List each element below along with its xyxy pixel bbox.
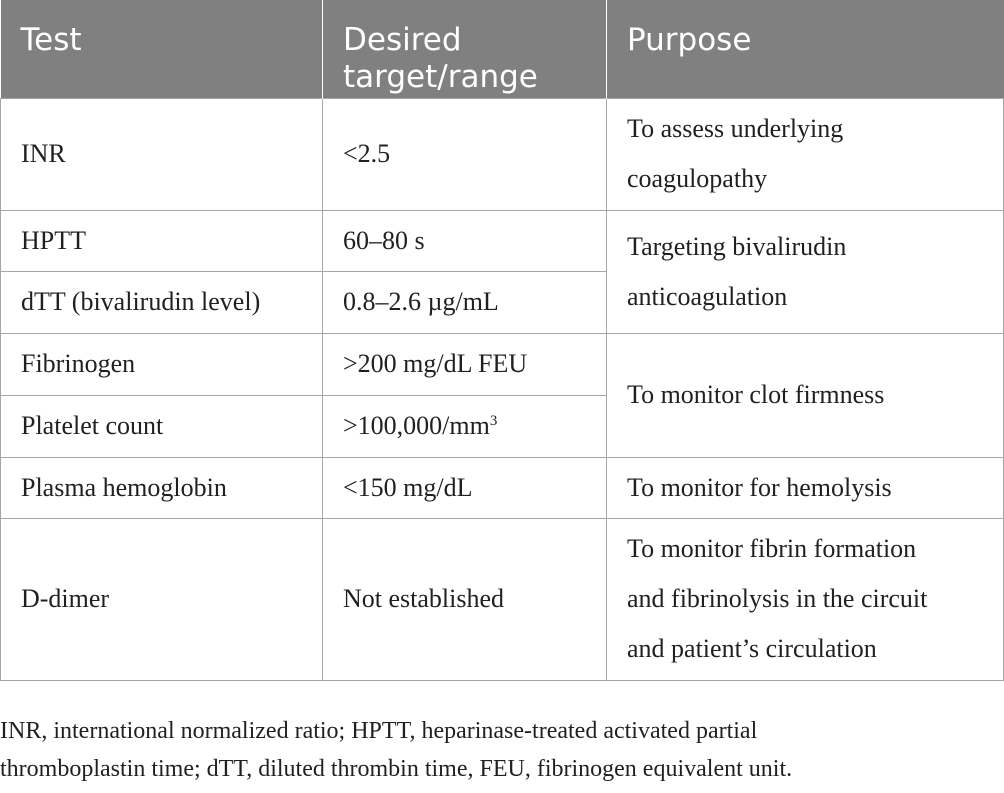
cell-purpose-bivalirudin: Targeting bivalirudin anticoagulation <box>606 209 1004 334</box>
cell-target: <2.5 <box>322 97 607 211</box>
table-row-plasma-hemoglobin: Plasma hemoglobin <150 mg/dL To monitor … <box>0 456 1004 519</box>
platelet-target-exponent: 3 <box>489 413 498 429</box>
footnote-line-2: thromboplastin time; dTT, diluted thromb… <box>0 756 793 782</box>
header-test: Test <box>0 0 323 98</box>
cell-test: dTT (bivalirudin level) <box>0 270 323 334</box>
footnote-line-1: INR, international normalized ratio; HPT… <box>0 718 758 744</box>
cell-purpose: To monitor fibrin formation and fibrinoly… <box>606 517 1004 681</box>
table-row-fibrinogen: Fibrinogen >200 mg/dL FEU To monitor clo… <box>0 332 1004 458</box>
table-row-dtt: dTT (bivalirudin level) 0.8–2.6 µg/mL <box>0 270 1004 334</box>
header-purpose: Purpose <box>606 0 1004 98</box>
table-body: INR <2.5 To assess underlying coagulopath… <box>0 97 1004 681</box>
table-row-d-dimer: D-dimer Not established To monitor fibri… <box>0 517 1004 681</box>
table-row-inr: INR <2.5 To assess underlying coagulopath… <box>0 97 1004 211</box>
cell-target: 60–80 s <box>322 209 607 272</box>
cell-test: Platelet count <box>0 394 323 458</box>
cell-purpose-clot: To monitor clot firmness <box>606 332 1004 458</box>
cell-target: Not established <box>322 517 607 681</box>
header-target-range: Desired target/range <box>322 0 607 98</box>
table-header: Test Desired target/range Purpose <box>0 0 1004 98</box>
cell-target: >200 mg/dL FEU <box>322 332 607 396</box>
table-row-hptt: HPTT 60–80 s Targeting bivalirudin antico… <box>0 209 1004 334</box>
header-row: Test Desired target/range Purpose <box>0 0 1004 98</box>
cell-target: >100,000/mm3 <box>322 394 607 458</box>
platelet-target-base: >100,000/mm <box>343 411 490 440</box>
cell-purpose: To assess underlying coagulopathy <box>606 97 1004 211</box>
table-footnote: INR, international normalized ratio; HPT… <box>0 712 1004 788</box>
cell-target: <150 mg/dL <box>322 456 607 519</box>
cell-test: Fibrinogen <box>0 332 323 396</box>
cell-test: HPTT <box>0 209 323 272</box>
cell-test: Plasma hemoglobin <box>0 456 323 519</box>
cell-test: D-dimer <box>0 517 323 681</box>
cell-purpose: To monitor for hemolysis <box>606 456 1004 519</box>
coagulation-tests-table: Test Desired target/range Purpose INR <2.… <box>0 0 1004 681</box>
cell-test: INR <box>0 97 323 211</box>
cell-target: 0.8–2.6 µg/mL <box>322 270 607 334</box>
